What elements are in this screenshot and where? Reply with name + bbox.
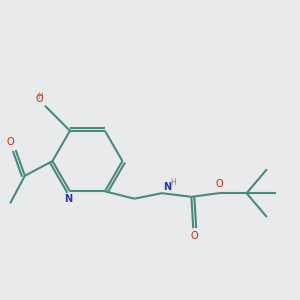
Text: H: H — [37, 92, 43, 101]
Text: O: O — [6, 137, 14, 147]
Text: N: N — [64, 194, 72, 204]
Text: O: O — [215, 179, 223, 189]
Text: N: N — [163, 182, 171, 192]
Text: O: O — [35, 94, 43, 104]
Text: O: O — [191, 231, 199, 241]
Text: H: H — [170, 178, 176, 187]
